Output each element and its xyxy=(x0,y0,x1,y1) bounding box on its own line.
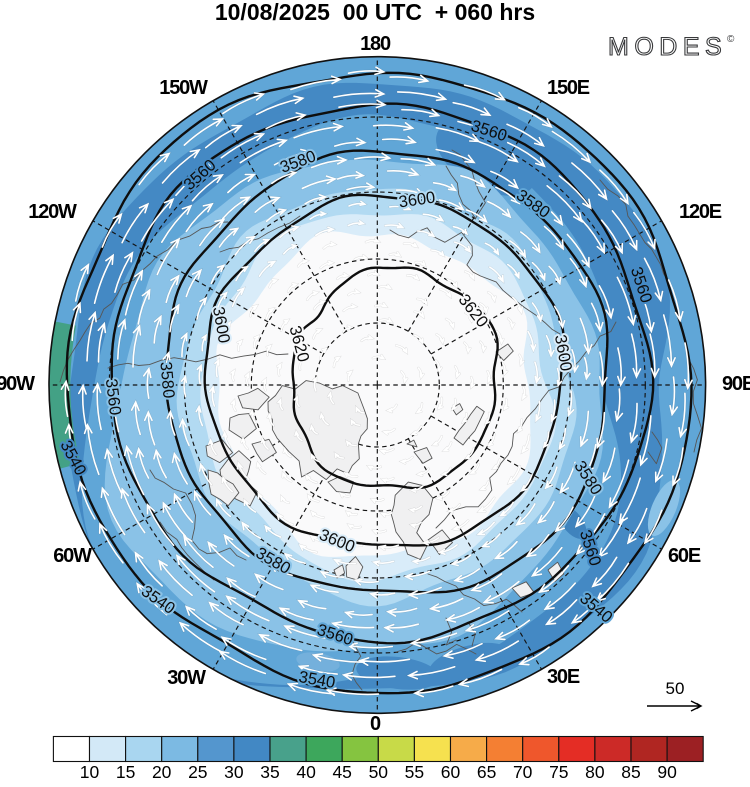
svg-text:90: 90 xyxy=(657,762,677,782)
svg-text:150E: 150E xyxy=(547,77,590,99)
svg-text:45: 45 xyxy=(332,762,351,782)
svg-text:60E: 60E xyxy=(668,545,701,567)
svg-text:60: 60 xyxy=(441,762,461,782)
svg-text:85: 85 xyxy=(621,762,640,782)
svg-text:150W: 150W xyxy=(159,77,208,99)
svg-text:60W: 60W xyxy=(53,545,92,567)
svg-text:120E: 120E xyxy=(679,201,722,223)
svg-text:30W: 30W xyxy=(167,667,206,689)
svg-text:25: 25 xyxy=(188,762,207,782)
svg-text:©: © xyxy=(727,34,735,45)
svg-text:90E: 90E xyxy=(722,373,750,395)
svg-text:80: 80 xyxy=(585,762,605,782)
svg-text:50: 50 xyxy=(666,679,685,698)
svg-text:10/08/2025 00 UTC + 060 hrs: 10/08/2025 00 UTC + 060 hrs xyxy=(215,0,535,25)
svg-text:75: 75 xyxy=(549,762,568,782)
svg-text:35: 35 xyxy=(260,762,279,782)
svg-text:70: 70 xyxy=(513,762,533,782)
svg-text:65: 65 xyxy=(477,762,496,782)
svg-text:MODES: MODES xyxy=(608,33,727,61)
svg-text:180: 180 xyxy=(360,33,391,55)
svg-text:3580: 3580 xyxy=(156,361,177,399)
svg-text:40: 40 xyxy=(296,762,316,782)
svg-text:90W: 90W xyxy=(0,373,35,395)
svg-text:120W: 120W xyxy=(28,201,77,223)
svg-text:20: 20 xyxy=(152,762,172,782)
svg-text:55: 55 xyxy=(405,762,424,782)
svg-text:50: 50 xyxy=(369,762,389,782)
svg-text:30: 30 xyxy=(224,762,244,782)
svg-text:10: 10 xyxy=(80,762,100,782)
svg-text:15: 15 xyxy=(116,762,135,782)
svg-text:30E: 30E xyxy=(547,666,580,688)
svg-text:0: 0 xyxy=(370,713,381,735)
